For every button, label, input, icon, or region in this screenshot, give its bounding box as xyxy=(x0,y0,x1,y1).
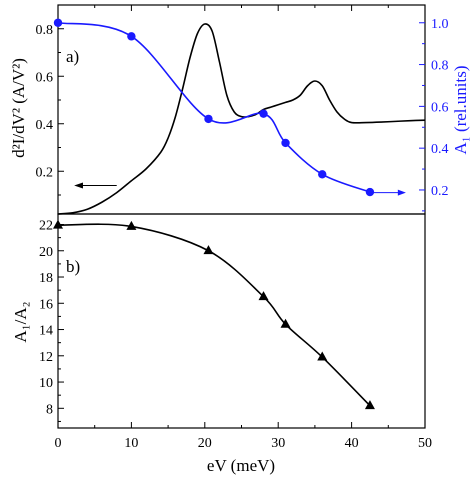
panel-a-blue-point xyxy=(259,109,268,118)
panel-b-triangle-point xyxy=(364,400,375,410)
panel-b-xlabel: eV (meV) xyxy=(207,456,275,475)
panel-a-right-tick-label: 0.4 xyxy=(431,142,449,157)
panel-a-blue-point xyxy=(127,32,136,41)
panel-b-triangle-point xyxy=(258,291,269,301)
panel-b-x-axis: 0 10 20 30 40 50 xyxy=(55,422,432,451)
panel-a-arrows xyxy=(74,182,406,196)
panel-b-x-tick-label: 10 xyxy=(124,436,138,451)
panel-b-frame xyxy=(57,213,426,429)
panel-a-blue-curve xyxy=(57,21,371,193)
panel-b-left-tick-label: 14 xyxy=(39,324,53,339)
panel-a-right-tick-label: 0.2 xyxy=(431,184,449,199)
panel-b-x-tick-label: 30 xyxy=(271,436,285,451)
panel-a-blue-point xyxy=(365,187,375,197)
panel-b-x-tick-label: 40 xyxy=(345,436,359,451)
panel-b-ylabel: A₁/A₂ xyxy=(11,301,30,342)
arrow-left-head xyxy=(74,182,83,189)
panel-a-left-axis: 0.2 0.4 0.6 0.8 xyxy=(36,5,426,196)
panel-b-label: b) xyxy=(66,257,80,276)
panel-a-ylabel-left: d²I/dV² (A/V²) xyxy=(9,58,28,158)
panel-b: 8 10 12 14 16 18 20 22 0 10 20 30 40 50 b) A₁/A₂ eV … xyxy=(11,213,432,475)
panel-b-left-tick-label: 22 xyxy=(39,219,53,234)
panel-a-right-axis: 0.2 0.4 0.6 0.8 1.0 xyxy=(419,17,449,212)
panel-b-left-axis: 8 10 12 14 16 18 20 22 xyxy=(39,219,64,422)
panel-a-left-tick-label: 0.6 xyxy=(36,70,54,85)
panel-a-left-tick-label: 0.2 xyxy=(36,165,54,180)
panel-b-triangle-point xyxy=(317,351,328,361)
panel-b-triangle-point xyxy=(53,219,63,229)
panel-b-x-tick-label: 20 xyxy=(198,436,212,451)
panel-b-x-tick-label: 50 xyxy=(418,436,432,451)
panel-a-label: a) xyxy=(66,47,79,66)
panel-b-x-tick-label: 0 xyxy=(55,436,62,451)
panel-b-left-tick-label: 16 xyxy=(39,297,53,312)
panel-a-right-tick-label: 0.6 xyxy=(431,100,449,115)
panel-b-triangle-point xyxy=(126,220,137,230)
panel-b-left-tick-label: 12 xyxy=(39,350,53,365)
panel-b-left-tick-label: 20 xyxy=(39,245,53,260)
panel-a-ylabel-right: A₁ (rel.units) xyxy=(451,65,470,154)
panel-a-blue-point xyxy=(204,114,213,124)
panel-a: 0.2 0.4 0.6 0.8 0.2 0.4 0.6 0.8 1.0 a) d²I/dV² … xyxy=(9,4,470,215)
panel-a-frame xyxy=(57,4,426,215)
panel-b-triangle-point xyxy=(203,245,214,255)
panel-a-blue-point xyxy=(318,170,327,179)
panel-b-triangle-point xyxy=(280,318,291,328)
panel-b-curve xyxy=(57,223,371,407)
panel-a-left-tick-label: 0.8 xyxy=(36,23,54,38)
panel-b-left-tick-label: 18 xyxy=(39,271,53,286)
panel-a-right-tick-label: 1.0 xyxy=(431,17,449,32)
panel-b-series xyxy=(53,219,375,410)
panel-a-blue-point xyxy=(53,18,63,27)
panel-a-left-tick-label: 0.4 xyxy=(36,118,54,133)
panel-a-right-tick-label: 0.8 xyxy=(431,59,449,74)
panel-b-left-tick-label: 10 xyxy=(39,376,53,391)
panel-a-series xyxy=(53,18,426,215)
arrow-right-head xyxy=(397,189,406,196)
panel-b-left-tick-label: 8 xyxy=(46,402,53,417)
panel-a-blue-point xyxy=(281,138,290,148)
